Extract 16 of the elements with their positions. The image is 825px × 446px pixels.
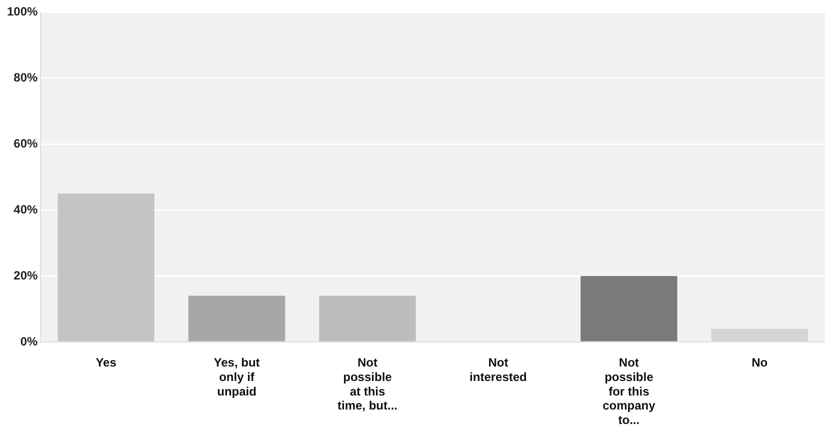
bar	[58, 194, 154, 342]
bar	[188, 296, 286, 342]
y-tick-label: 60%	[14, 136, 38, 150]
y-tick-label: 80%	[14, 70, 38, 84]
x-tick-label: No	[752, 356, 768, 370]
x-tick-label: Not possible at this time, but...	[337, 356, 398, 413]
x-tick-label: Not possible for this company to...	[602, 356, 656, 428]
bar	[580, 276, 678, 342]
y-tick-label: 100%	[6, 4, 38, 18]
y-tick-label: 0%	[20, 334, 38, 348]
y-tick-label: 20%	[14, 268, 38, 282]
bar	[319, 296, 416, 342]
x-tick-label: Yes, but only if unpaid	[214, 356, 260, 398]
x-tick-label: Not interested	[470, 356, 527, 384]
y-tick-label: 40%	[14, 202, 38, 216]
x-tick-label: Yes	[96, 356, 117, 370]
